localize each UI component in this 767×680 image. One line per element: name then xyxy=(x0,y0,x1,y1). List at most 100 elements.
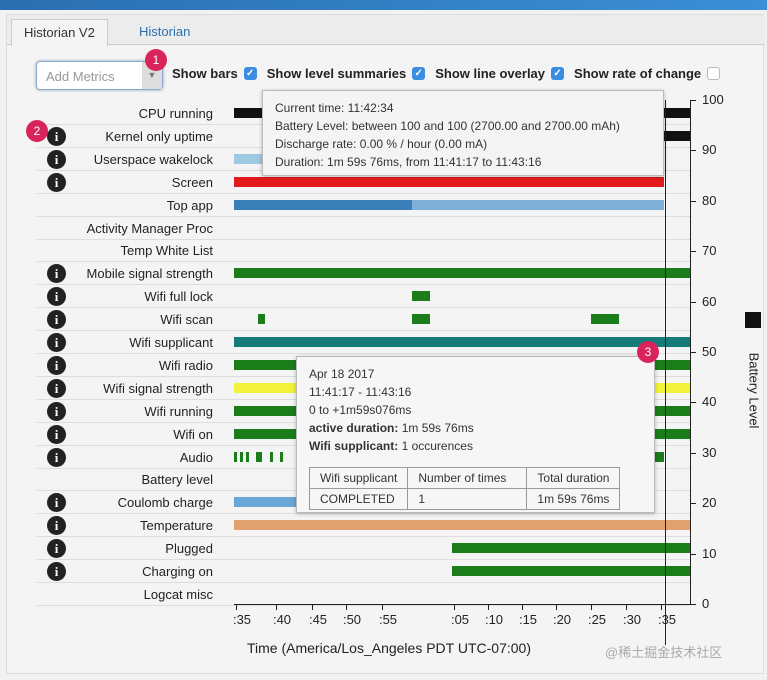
add-metrics-dropdown[interactable]: Add Metrics ▼ xyxy=(36,61,163,90)
y-tick xyxy=(690,503,696,505)
info-icon[interactable]: i xyxy=(47,447,66,467)
metric-row: i Wifi supplicant xyxy=(37,331,690,354)
tab-historian[interactable]: Historian xyxy=(139,24,191,39)
metric-label: Wifi running xyxy=(144,403,213,419)
info-icon[interactable]: i xyxy=(47,310,66,330)
y-tick xyxy=(690,301,696,303)
annotation-badge-1: 1 xyxy=(145,49,167,71)
info-icon[interactable]: i xyxy=(47,333,66,352)
metric-bar[interactable] xyxy=(234,382,296,393)
watermark: @稀土掘金技术社区 xyxy=(605,645,723,660)
y-tick xyxy=(690,553,696,555)
show-line-overlay-checkbox[interactable]: ✓ xyxy=(551,67,565,80)
show-level-summaries-checkbox[interactable]: ✓ xyxy=(412,67,426,80)
metric-bar[interactable] xyxy=(664,130,690,141)
metric-bar[interactable] xyxy=(234,153,264,164)
x-tick xyxy=(556,604,557,610)
metric-label: Wifi signal strength xyxy=(103,380,213,396)
x-tick xyxy=(591,604,592,610)
metric-bar[interactable] xyxy=(240,451,243,462)
metric-bar[interactable] xyxy=(234,337,690,347)
metric-bar[interactable] xyxy=(654,428,690,439)
y-tick-label: 10 xyxy=(702,545,717,561)
metric-bar[interactable] xyxy=(234,451,237,462)
x-tick-label: :40 xyxy=(272,612,292,627)
metric-bar[interactable] xyxy=(452,566,690,576)
tooltip-time-range: 11:41:17 - 11:43:16 xyxy=(309,385,412,399)
info-icon[interactable]: i xyxy=(47,287,66,307)
y-tick-label: 0 xyxy=(702,596,710,611)
metric-bar[interactable] xyxy=(234,176,664,187)
x-tick xyxy=(346,604,347,610)
show-rate-of-change-checkbox[interactable] xyxy=(707,67,721,80)
x-tick xyxy=(522,604,523,610)
metric-bar[interactable] xyxy=(234,359,296,370)
metric-bar[interactable] xyxy=(234,520,690,531)
metric-row: Logcat misc xyxy=(37,583,690,606)
metric-bar[interactable] xyxy=(654,382,690,393)
metric-label: Coulomb charge xyxy=(117,495,213,511)
info-icon[interactable]: i xyxy=(47,401,66,421)
table-header-row: Wifi supplicant Number of times Total dura… xyxy=(308,467,621,489)
metric-bar[interactable] xyxy=(234,199,412,210)
info-icon[interactable]: i xyxy=(47,355,66,375)
metric-bar[interactable] xyxy=(654,359,690,370)
x-tick-label: :50 xyxy=(342,612,362,627)
info-icon[interactable]: i xyxy=(47,539,66,559)
show-bars-checkbox[interactable]: ✓ xyxy=(243,67,257,80)
metric-label: Wifi scan xyxy=(160,312,213,328)
info-icon[interactable]: i xyxy=(47,264,66,284)
metric-label: Audio xyxy=(179,449,213,465)
metric-bar[interactable] xyxy=(412,291,430,302)
tab-historian-v2[interactable]: Historian V2 xyxy=(11,19,108,46)
y-tick xyxy=(690,150,696,152)
metric-bar[interactable] xyxy=(412,199,664,210)
x-tick-label: :25 xyxy=(587,612,607,627)
metric-bar[interactable] xyxy=(246,451,249,462)
time-cursor-line xyxy=(665,100,666,645)
metric-bar[interactable] xyxy=(591,314,619,325)
metric-bar[interactable] xyxy=(654,405,690,416)
info-icon[interactable]: i xyxy=(47,562,66,581)
tooltip-discharge-rate: Discharge rate: 0.00 % / hour (0.00 mA) xyxy=(275,137,488,151)
metric-bar[interactable] xyxy=(234,497,296,508)
tooltip-active-duration: active duration: 1m 59s 76ms xyxy=(309,421,474,435)
metric-bar[interactable] xyxy=(270,451,273,462)
metric-bar[interactable] xyxy=(452,543,690,554)
metric-label: Userspace wakelock xyxy=(93,151,213,167)
info-icon[interactable]: i xyxy=(47,493,66,513)
metric-row: Temp White List xyxy=(37,239,690,263)
tooltip-offset: 0 to +1m59s076ms xyxy=(309,403,412,417)
x-tick xyxy=(382,604,383,610)
x-tick-label: :35 xyxy=(232,612,252,627)
info-icon[interactable]: i xyxy=(47,126,66,146)
metric-bar[interactable] xyxy=(258,314,265,325)
metric-bar[interactable] xyxy=(654,451,664,462)
display-options: Show bars ✓ Show level summaries ✓ Show li… xyxy=(172,66,724,81)
metric-bar[interactable] xyxy=(280,451,283,462)
tab-bar: Historian V2 Historian xyxy=(7,15,765,46)
wifi-supplicant-table: Wifi supplicant Number of times Total dura… xyxy=(308,467,621,510)
table-cell: 1 xyxy=(407,488,528,510)
metric-row: i Charging on xyxy=(37,560,690,583)
metric-bar[interactable] xyxy=(256,451,262,462)
show-rate-of-change-label: Show rate of change xyxy=(574,66,702,81)
show-line-overlay-label: Show line overlay xyxy=(435,66,546,81)
metric-bar[interactable] xyxy=(234,268,690,279)
tooltip-battery-level: Battery Level: between 100 and 100 (2700… xyxy=(275,119,620,133)
metric-row: i Temperature xyxy=(37,514,690,538)
y-tick-label: 70 xyxy=(702,243,717,259)
y-tick xyxy=(690,100,696,101)
y-tick-label: 90 xyxy=(702,142,717,158)
info-icon[interactable]: i xyxy=(47,149,66,169)
metric-bar[interactable] xyxy=(234,405,296,416)
info-icon[interactable]: i xyxy=(47,424,66,444)
metric-bar[interactable] xyxy=(234,428,296,439)
info-icon[interactable]: i xyxy=(47,378,66,398)
metric-label: Screen xyxy=(171,174,213,190)
metric-bar[interactable] xyxy=(412,314,430,325)
info-icon[interactable]: i xyxy=(47,172,66,192)
y-tick-label: 20 xyxy=(702,495,717,511)
y-tick-label: 40 xyxy=(702,394,717,410)
info-icon[interactable]: i xyxy=(47,516,66,536)
